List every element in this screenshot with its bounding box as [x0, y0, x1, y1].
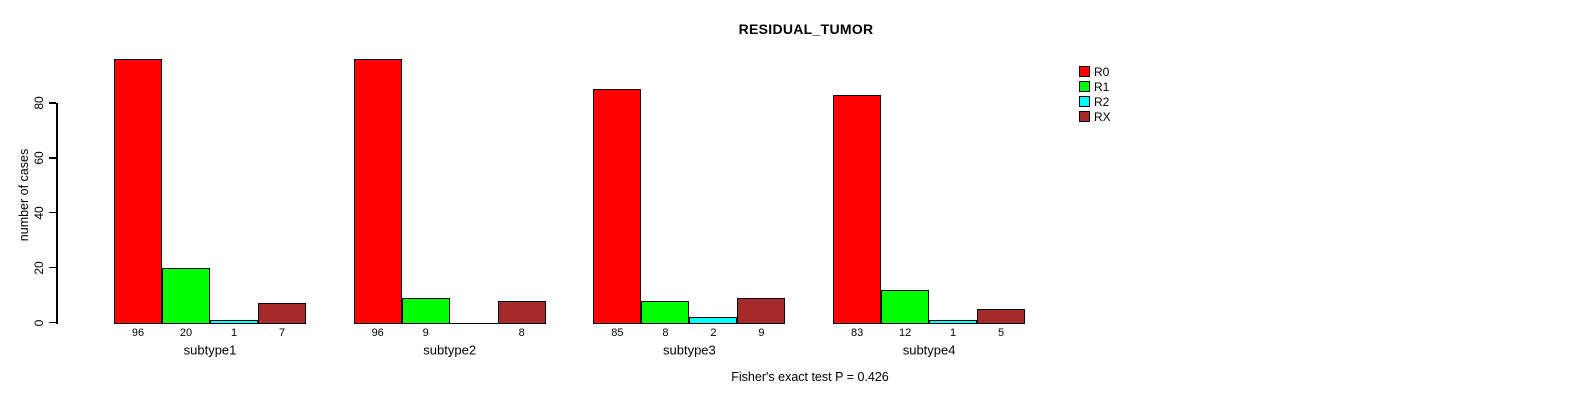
y-axis-tick-label: 40: [32, 206, 46, 220]
bar-r2-subtype2-zero: [449, 322, 498, 324]
chart-title: RESIDUAL_TUMOR: [738, 21, 874, 37]
bar-rx-subtype1: [258, 303, 306, 324]
bar-r0-subtype1: [114, 58, 162, 324]
bar-value-label: 1: [230, 326, 238, 339]
x-category-label-subtype2: subtype2: [423, 342, 477, 358]
bar-r0-subtype2: [353, 58, 402, 324]
bar-r1-subtype4: [881, 289, 930, 324]
x-category-label-subtype4: subtype4: [902, 342, 956, 358]
legend-swatch-r2: [1079, 96, 1090, 107]
bar-value-label: 12: [898, 326, 912, 339]
bar-r1-subtype3: [641, 300, 690, 324]
y-axis-tick-label: 20: [32, 260, 46, 275]
bar-value-label: 8: [662, 326, 669, 339]
bar-rx-subtype3: [737, 297, 786, 324]
legend-swatch-rx: [1079, 111, 1090, 122]
bar-value-label: 2: [710, 326, 717, 339]
legend-swatch-r1: [1079, 81, 1090, 92]
bar-value-label: 96: [371, 326, 384, 339]
bar-r2-subtype1: [210, 319, 258, 324]
legend-label-r1: R1: [1094, 80, 1110, 94]
y-axis-tick-label: 60: [32, 151, 46, 165]
bar-value-label: 1: [950, 326, 957, 339]
bar-value-label: 5: [998, 326, 1005, 339]
x-category-label-subtype1: subtype1: [183, 342, 237, 358]
legend-swatch-r0: [1079, 66, 1090, 77]
bar-value-label: 20: [179, 326, 193, 339]
y-axis-tick: [48, 102, 56, 104]
bar-value-label: 96: [131, 326, 145, 339]
bar-value-label: 8: [518, 326, 525, 339]
bar-value-label: 9: [422, 326, 429, 339]
fisher-test-annotation: Fisher's exact test P = 0.426: [731, 370, 889, 384]
y-axis-tick-label: 0: [32, 319, 46, 326]
legend-label-r0: R0: [1094, 65, 1110, 79]
bar-value-label: 7: [278, 326, 286, 339]
x-category-label-subtype3: subtype3: [663, 342, 716, 358]
y-axis-tick: [48, 266, 56, 269]
y-axis-tick-label: 80: [32, 96, 46, 110]
bar-value-label: 83: [850, 326, 864, 339]
legend-label-r2: R2: [1094, 95, 1110, 109]
bar-r0-subtype3: [593, 89, 642, 324]
bar-rx-subtype4: [977, 308, 1026, 324]
bar-rx-subtype2: [497, 300, 546, 324]
bar-value-label: 85: [611, 326, 624, 339]
y-axis-tick: [48, 211, 56, 214]
bar-r1-subtype1: [162, 267, 210, 324]
legend-label-rx: RX: [1094, 110, 1111, 124]
y-axis-tick: [48, 157, 56, 159]
bar-r2-subtype4: [929, 319, 978, 324]
y-axis-tick: [48, 321, 56, 324]
bar-r0-subtype4: [833, 94, 882, 324]
y-axis-label: number of cases: [17, 148, 31, 242]
bar-r1-subtype2: [401, 297, 450, 324]
bar-r2-subtype3: [689, 317, 738, 324]
y-axis-line: [56, 102, 58, 324]
bar-value-label: 9: [758, 326, 765, 339]
